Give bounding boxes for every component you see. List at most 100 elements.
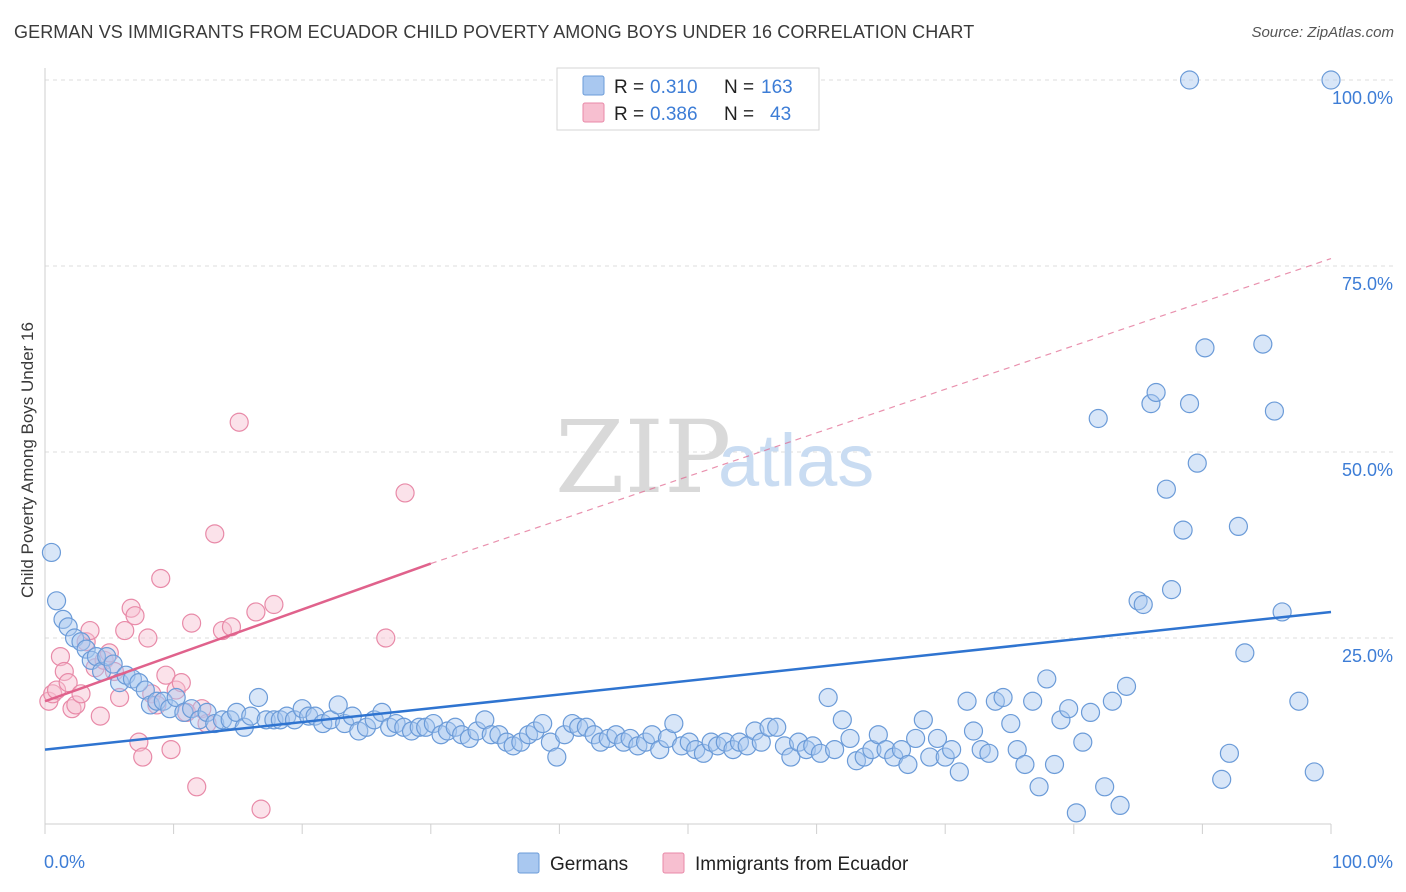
- germans-point: [241, 706, 261, 726]
- germans-point: [810, 743, 831, 763]
- ecuador-point: [76, 632, 96, 652]
- germans-point: [445, 717, 465, 737]
- ecuador-point: [264, 594, 284, 615]
- germans-point: [76, 639, 96, 659]
- legend-n-label-germans: N =: [724, 77, 754, 98]
- legend-bottom-swatch-ecuador: [662, 852, 685, 874]
- x-tick-label-100: 100.0%: [1332, 852, 1393, 872]
- germans-point: [803, 736, 823, 756]
- germans-point: [1116, 676, 1137, 696]
- germans-point: [1173, 520, 1193, 540]
- germans-point: [1253, 334, 1273, 354]
- germans-point: [606, 725, 626, 745]
- germans-point: [160, 699, 180, 719]
- germans-point: [1095, 777, 1115, 797]
- legend-r-value-ecuador: 0.386: [650, 104, 698, 125]
- germans-point: [467, 721, 487, 741]
- germans-point: [957, 691, 977, 711]
- germans-point: [1156, 479, 1176, 499]
- germans-point: [129, 673, 149, 693]
- ecuador-point: [133, 747, 153, 767]
- germans-point: [737, 736, 757, 756]
- ecuador-point: [251, 799, 271, 819]
- germans-point: [818, 687, 838, 708]
- legend-top: R = 0.310 N = 163 R = 0.386 N = 43: [556, 67, 820, 131]
- germans-point: [166, 687, 186, 708]
- germans-point: [1179, 394, 1200, 414]
- trend-line-ecuador: [44, 562, 432, 703]
- ecuador-point: [58, 673, 78, 693]
- germans-point: [679, 732, 699, 752]
- germans-point: [1044, 754, 1065, 775]
- ecuador-point: [395, 483, 415, 503]
- gridlines: [45, 79, 1393, 639]
- germans-point: [942, 739, 962, 760]
- y-tick-label-50: 50.0%: [1342, 460, 1393, 480]
- germans-point: [1023, 691, 1043, 711]
- germans-point: [759, 717, 779, 737]
- germans-point: [1212, 769, 1232, 789]
- germans-point: [1289, 691, 1309, 711]
- ecuador-point: [229, 412, 249, 432]
- germans-point: [854, 747, 874, 767]
- germans-point: [409, 717, 429, 737]
- germans-point: [927, 728, 948, 749]
- series-germans-points: [41, 70, 1341, 823]
- x-axis-ticks: [44, 824, 1332, 834]
- trend-line-ecuador-extension: [430, 257, 1332, 565]
- y-axis-label: Child Poverty Among Boys Under 16: [18, 322, 37, 598]
- ecuador-point: [187, 777, 207, 797]
- germans-point: [533, 713, 553, 734]
- ecuador-point: [246, 602, 266, 622]
- germans-point: [1187, 453, 1207, 473]
- germans-point: [650, 739, 670, 760]
- germans-point: [459, 728, 479, 749]
- germans-point: [1037, 669, 1057, 689]
- germans-point: [356, 717, 377, 737]
- germans-point: [868, 725, 888, 745]
- germans-point: [1304, 762, 1324, 782]
- y-tick-label-100: 100.0%: [1332, 88, 1393, 108]
- legend-bottom: Germans Immigrants from Ecuador: [517, 852, 909, 875]
- legend-bottom-swatch-germans: [517, 852, 540, 874]
- germans-point: [1001, 713, 1021, 734]
- ecuador-point: [138, 628, 158, 648]
- germans-point: [723, 739, 743, 760]
- germans-point: [840, 728, 860, 749]
- ecuador-point: [129, 732, 149, 752]
- germans-point: [1102, 691, 1122, 711]
- legend-r-value-germans: 0.310: [650, 77, 698, 98]
- germans-point: [642, 725, 662, 745]
- ecuador-point: [182, 613, 202, 633]
- legend-bottom-label-ecuador: Immigrants from Ecuador: [695, 854, 909, 875]
- germans-point: [1029, 777, 1049, 797]
- germans-point: [935, 747, 955, 767]
- germans-point: [153, 691, 173, 711]
- ecuador-point: [156, 665, 176, 685]
- germans-point: [949, 762, 969, 782]
- germans-point: [715, 732, 735, 752]
- germans-point: [489, 725, 509, 745]
- germans-point: [664, 713, 684, 734]
- germans-point: [1321, 70, 1341, 90]
- germans-point: [525, 721, 545, 741]
- germans-point: [1264, 401, 1285, 421]
- germans-point: [1235, 643, 1255, 663]
- germans-point: [103, 654, 123, 674]
- germans-point: [963, 721, 984, 741]
- germans-point: [189, 710, 209, 730]
- x-tick-label-0: 0.0%: [44, 852, 85, 872]
- trend-lines: [44, 257, 1332, 751]
- germans-point: [481, 725, 501, 745]
- chart-title: GERMAN VS IMMIGRANTS FROM ECUADOR CHILD …: [14, 22, 975, 42]
- germans-point: [1141, 394, 1161, 414]
- germans-point: [547, 747, 567, 767]
- germans-point: [46, 591, 67, 611]
- ecuador-point: [54, 661, 74, 682]
- germans-point: [751, 732, 771, 752]
- germans-point: [1110, 795, 1130, 816]
- germans-point: [1179, 70, 1200, 90]
- germans-point: [1195, 338, 1215, 358]
- series-ecuador-points: [39, 412, 415, 819]
- germans-point: [1128, 591, 1148, 611]
